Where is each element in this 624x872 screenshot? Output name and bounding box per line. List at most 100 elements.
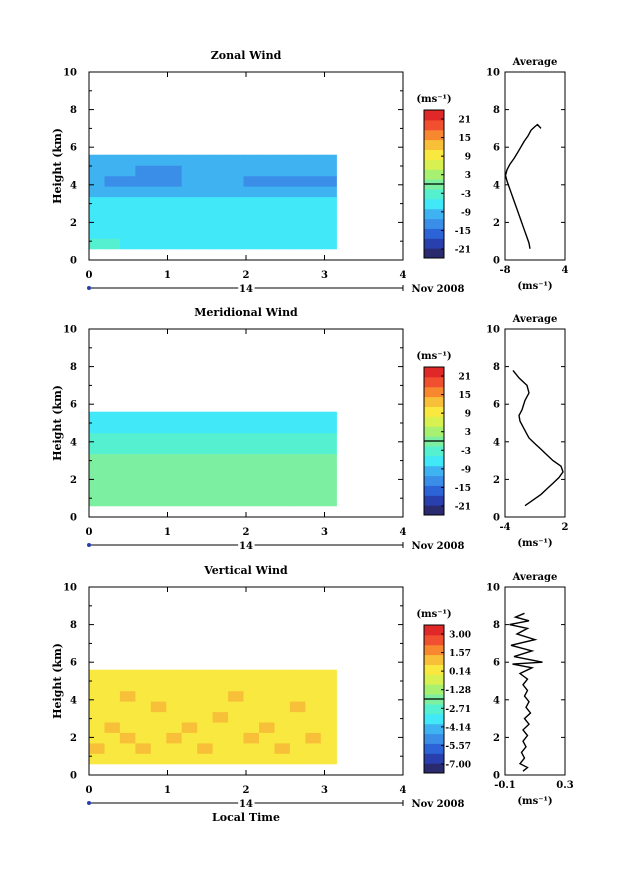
heatmap-cell <box>259 227 276 239</box>
heatmap-cell <box>305 463 322 475</box>
heatmap-cell <box>181 154 198 166</box>
average-y-tick-label: 4 <box>493 437 500 448</box>
colorbar-swatch <box>424 129 444 141</box>
heatmap-cell <box>243 680 260 692</box>
heatmap-cell <box>212 732 229 744</box>
heatmap-cell <box>289 154 306 166</box>
y-tick-label: 6 <box>70 658 77 669</box>
heatmap-cell <box>197 217 214 229</box>
colorbar-swatch <box>424 416 444 427</box>
heatmap-cell <box>289 484 306 496</box>
average-y-tick-label: 0 <box>493 771 500 782</box>
heatmap-cell <box>243 217 260 229</box>
heatmap-cell <box>150 495 167 507</box>
heatmap-cell <box>212 690 229 702</box>
heatmap-cell <box>89 463 106 475</box>
heatmap-cell <box>89 484 106 496</box>
heatmap-cell <box>228 680 245 692</box>
heatmap-cell <box>320 753 337 765</box>
heatmap-cell <box>150 154 167 166</box>
y-tick-label: 2 <box>70 218 77 229</box>
heatmap-cell <box>289 474 306 486</box>
colorbar-swatch <box>424 139 444 150</box>
heatmap-cell <box>166 196 183 208</box>
heatmap-cell <box>259 680 276 692</box>
heatmap-cell <box>212 721 229 733</box>
heatmap-cell <box>289 495 306 507</box>
y-tick-label: 4 <box>70 695 77 706</box>
heatmap-cell <box>289 186 306 198</box>
average-title: Average <box>512 57 558 68</box>
heatmap-cell <box>135 721 152 733</box>
heatmap-cell <box>259 690 276 702</box>
average-frame <box>504 586 566 776</box>
heatmap-cell <box>181 463 198 475</box>
heatmap-cell <box>119 463 136 475</box>
heatmap-cell <box>119 690 136 702</box>
average-x-tick-label: 2 <box>562 522 569 533</box>
heatmap-cell <box>197 175 214 187</box>
heatmap-field <box>89 669 337 765</box>
date-day-label: 14 <box>239 541 253 552</box>
heatmap-cell <box>228 443 245 455</box>
heatmap-cell <box>212 463 229 475</box>
heatmap-cell <box>135 186 152 198</box>
colorbar-swatch <box>424 465 444 477</box>
heatmap-cell <box>89 217 106 229</box>
heatmap-cell <box>181 669 198 681</box>
heatmap-cell <box>197 463 214 475</box>
heatmap-cell <box>135 175 152 187</box>
heatmap-cell <box>305 175 322 187</box>
heatmap-cell <box>197 422 214 434</box>
colorbar-tick-label: 15 <box>458 391 471 401</box>
y-tick-label: 0 <box>70 771 77 782</box>
average-y-tick-label: 10 <box>486 68 500 79</box>
heatmap-cell <box>135 453 152 465</box>
colorbar-swatch <box>424 119 444 131</box>
colorbar-swatch <box>424 228 444 239</box>
heatmap-cell <box>212 206 229 218</box>
heatmap-cell <box>228 474 245 486</box>
panel-0: Zonal Wind 0 2 4 6 8 10 0 1 2 3 4 Height (km) 14 Nov 2… <box>51 49 569 297</box>
heatmap-cell <box>104 711 121 723</box>
average-unit: (ms⁻¹) <box>517 538 552 549</box>
heatmap-cell <box>212 165 229 177</box>
heatmap-cell <box>89 753 106 765</box>
date-month-label: Nov 2008 <box>412 799 465 810</box>
heatmap-cell <box>243 432 260 444</box>
heatmap-cell <box>104 154 121 166</box>
heatmap-cell <box>197 474 214 486</box>
heatmap-cell <box>228 732 245 744</box>
heatmap-cell <box>181 206 198 218</box>
heatmap-cell <box>150 186 167 198</box>
heatmap-cell <box>305 732 322 744</box>
heatmap-cell <box>289 432 306 444</box>
colorbar-tick-label: -15 <box>455 484 471 494</box>
heatmap-cell <box>89 701 106 713</box>
heatmap-cell <box>135 238 152 250</box>
heatmap-cell <box>305 206 322 218</box>
heatmap-cell <box>228 238 245 250</box>
heatmap-cell <box>243 463 260 475</box>
heatmap-cell <box>197 701 214 713</box>
heatmap-cell <box>150 238 167 250</box>
heatmap-cell <box>181 186 198 198</box>
heatmap-cell <box>89 474 106 486</box>
heatmap-cell <box>274 680 291 692</box>
heatmap-cell <box>181 227 198 239</box>
average-profile-line <box>512 369 564 507</box>
heatmap-cell <box>119 721 136 733</box>
heatmap-cell <box>197 721 214 733</box>
heatmap-cell <box>197 432 214 444</box>
heatmap-cell <box>166 753 183 765</box>
heatmap-cell <box>289 206 306 218</box>
heatmap-cell <box>166 711 183 723</box>
heatmap-cell <box>320 227 337 239</box>
average-y-tick-label: 6 <box>493 658 500 669</box>
colorbar-swatch <box>424 733 444 744</box>
heatmap-cell <box>181 432 198 444</box>
y-tick-label: 10 <box>63 325 77 336</box>
average-unit: (ms⁻¹) <box>517 796 552 807</box>
heatmap-cell <box>104 217 121 229</box>
heatmap-cell <box>305 422 322 434</box>
